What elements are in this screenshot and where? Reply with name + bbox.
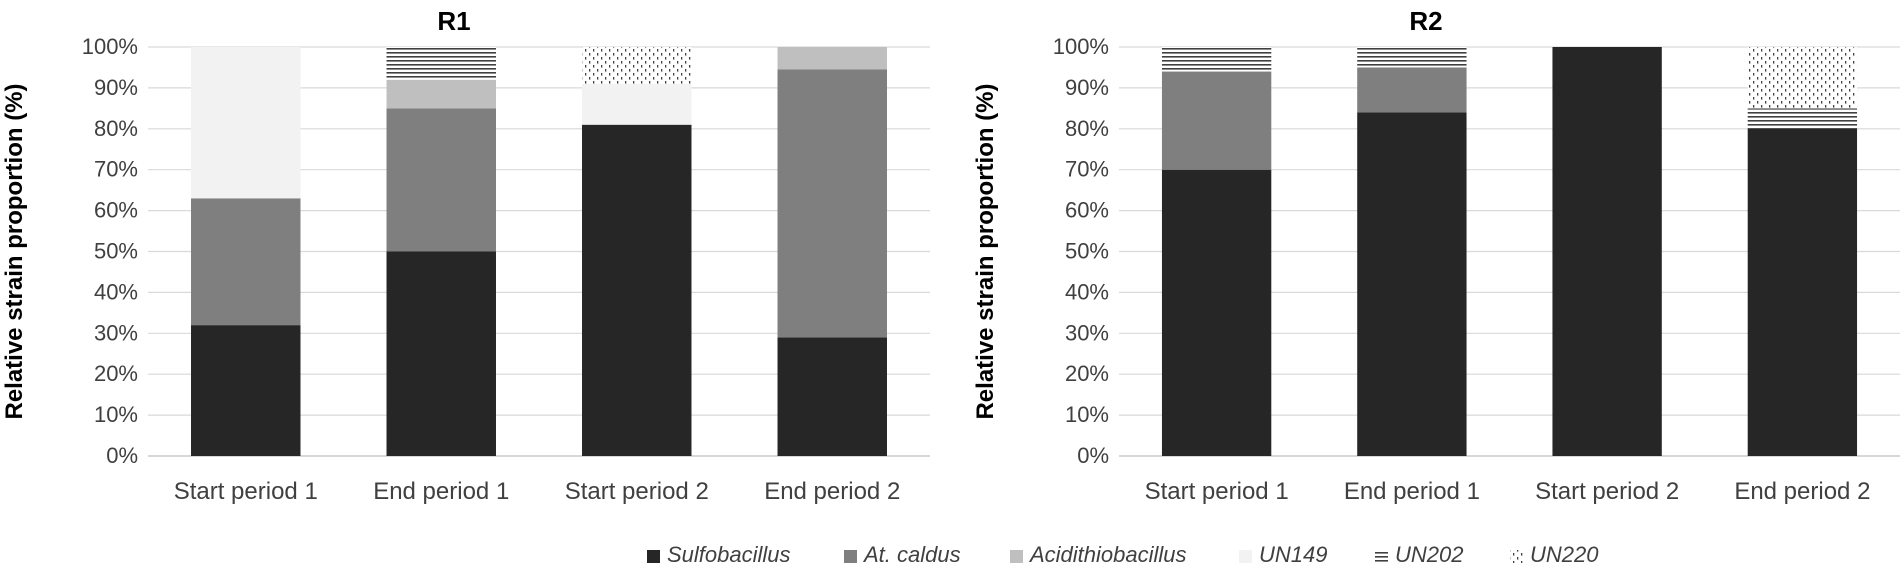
y-axis-label: Relative strain proportion (%) [972, 83, 999, 419]
bar-segment-sulfobacillus [777, 337, 887, 456]
legend-label-sulfobacillus: Sulfobacillus [667, 542, 791, 567]
y-tick-label: 30% [94, 320, 138, 345]
bar-segment-sulfobacillus [191, 325, 301, 456]
bar-segment-acidithiobacillus [386, 79, 496, 109]
y-tick-label: 70% [1065, 157, 1109, 182]
legend: Sulfobacillus At. caldus Acidithiobacillus… [647, 542, 1599, 567]
legend-label-un202: UN202 [1395, 542, 1463, 567]
y-tick-label: 70% [94, 157, 138, 182]
legend-swatch-sulfobacillus [647, 550, 660, 563]
y-tick-label: 20% [94, 361, 138, 386]
chart-title: R1 [437, 6, 470, 36]
y-tick-label: 80% [94, 116, 138, 141]
x-tick-label: End period 2 [764, 478, 900, 505]
chart-title: R2 [1409, 6, 1442, 36]
bar-segment-atcaldus [777, 69, 887, 338]
x-tick-label: End period 1 [1344, 478, 1480, 505]
bar-segment-un202 [1747, 108, 1858, 129]
x-tick-label: Start period 2 [1535, 478, 1679, 505]
y-tick-label: 0% [1077, 443, 1109, 468]
y-tick-label: 90% [1065, 75, 1109, 100]
legend-swatch-un149 [1239, 550, 1252, 563]
x-tick-label: End period 1 [373, 478, 509, 505]
bar-segment-un202 [1161, 47, 1272, 72]
bar-segment-un149 [191, 47, 301, 199]
bar-segment-un149 [582, 83, 692, 125]
x-tick-label: Start period 1 [1145, 478, 1289, 505]
bar-segment-sulfobacillus [1552, 47, 1662, 456]
bar-segment-atcaldus [386, 108, 496, 252]
bar-segment-un220 [1747, 47, 1858, 109]
chart-panel-r1: 0% 10% 20% 30% 40% 50% 60% 70% 80% 90% 100% R1 Relat… [1, 6, 930, 505]
bar-segment-atcaldus [1161, 71, 1272, 170]
y-tick-label: 100% [82, 34, 138, 59]
bar-segment-sulfobacillus [582, 124, 692, 457]
y-tick-label: 80% [1065, 116, 1109, 141]
legend-item-un149: UN149 [1239, 542, 1327, 567]
bar-segment-sulfobacillus [1357, 112, 1467, 456]
bar-segment-sulfobacillus [1747, 128, 1858, 457]
y-tick-label: 90% [94, 75, 138, 100]
bar-segment-sulfobacillus [386, 251, 496, 456]
legend-swatch-un202 [1375, 550, 1388, 563]
bar-segment-un220 [582, 47, 692, 84]
legend-item-un220: UN220 [1510, 542, 1599, 567]
y-tick-label: 50% [1065, 239, 1109, 264]
bar-segment-atcaldus [191, 198, 301, 326]
y-tick-label: 10% [1065, 402, 1109, 427]
bar-segment-un202 [1357, 47, 1467, 68]
bar-segment-sulfobacillus [1161, 169, 1272, 456]
y-tick-label: 40% [94, 279, 138, 304]
chart-panel-r2: 0% 10% 20% 30% 40% 50% 60% 70% 80% 90% 100% R2 Relat… [972, 6, 1900, 505]
legend-swatch-atcaldus [844, 550, 857, 563]
legend-item-un202: UN202 [1375, 542, 1463, 567]
y-tick-label: 60% [1065, 198, 1109, 223]
y-tick-label: 10% [94, 402, 138, 427]
legend-label-atcaldus: At. caldus [862, 542, 961, 567]
bar-segment-un202 [386, 47, 496, 80]
y-tick-label: 30% [1065, 320, 1109, 345]
bar-segment-atcaldus [1357, 67, 1467, 113]
y-tick-label: 50% [94, 239, 138, 264]
y-tick-label: 0% [106, 443, 138, 468]
y-tick-label: 60% [94, 198, 138, 223]
x-tick-label: Start period 1 [174, 478, 318, 505]
legend-label-un220: UN220 [1530, 542, 1599, 567]
y-tick-label: 100% [1053, 34, 1109, 59]
bar-segment-acidithiobacillus [777, 47, 887, 70]
legend-item-sulfobacillus: Sulfobacillus [647, 542, 791, 567]
legend-label-acidithiobacillus: Acidithiobacillus [1028, 542, 1187, 567]
y-axis-label: Relative strain proportion (%) [1, 83, 28, 419]
legend-swatch-un220 [1510, 550, 1523, 563]
legend-swatch-acidithiobacillus [1010, 550, 1023, 563]
legend-item-acidithiobacillus: Acidithiobacillus [1010, 542, 1187, 567]
x-tick-label: End period 2 [1734, 478, 1870, 505]
x-tick-label: Start period 2 [565, 478, 709, 505]
legend-item-atcaldus: At. caldus [844, 542, 961, 567]
y-tick-label: 20% [1065, 361, 1109, 386]
legend-label-un149: UN149 [1259, 542, 1327, 567]
y-tick-label: 40% [1065, 279, 1109, 304]
